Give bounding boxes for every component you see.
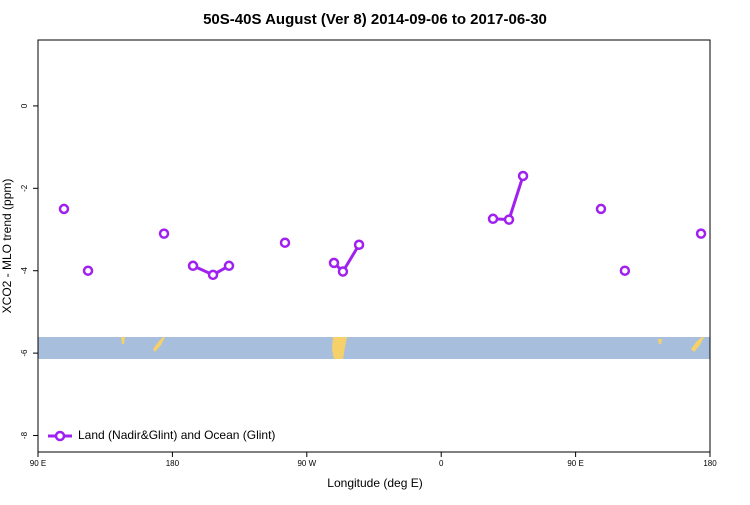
ocean-band bbox=[38, 337, 710, 359]
y-tick-label: -6 bbox=[20, 349, 29, 357]
x-tick-label: 90 W bbox=[297, 459, 316, 468]
y-tick-label: -8 bbox=[20, 431, 29, 439]
y-axis-label: XCO2 - MLO trend (ppm) bbox=[0, 179, 14, 314]
y-tick-label: -2 bbox=[20, 184, 29, 192]
data-point bbox=[353, 239, 365, 251]
data-point bbox=[158, 228, 170, 239]
x-axis-label: Longitude (deg E) bbox=[327, 476, 422, 490]
data-point bbox=[337, 266, 349, 277]
plot-frame bbox=[37, 39, 711, 453]
data-point bbox=[517, 170, 529, 182]
data-point bbox=[595, 203, 607, 215]
y-tick-label: -4 bbox=[20, 267, 29, 275]
data-point bbox=[695, 228, 707, 239]
data-point bbox=[223, 260, 235, 272]
x-tick-label: 90 E bbox=[30, 459, 46, 468]
map-band bbox=[38, 337, 710, 359]
x-tick-label: 180 bbox=[166, 459, 180, 468]
chart-title: 50S-40S August (Ver 8) 2014-09-06 to 201… bbox=[203, 11, 547, 28]
data-point bbox=[279, 237, 291, 248]
x-tick-label: 90 E bbox=[567, 459, 583, 468]
data-point bbox=[58, 203, 70, 215]
data-point bbox=[487, 213, 499, 225]
data-point bbox=[328, 257, 340, 269]
x-tick-label: 180 bbox=[703, 459, 717, 468]
data-point bbox=[503, 214, 515, 225]
data-point bbox=[82, 265, 94, 276]
x-tick-label: 0 bbox=[439, 459, 444, 468]
legend-label: Land (Nadir&Glint) and Ocean (Glint) bbox=[78, 428, 275, 442]
data-point bbox=[619, 265, 631, 276]
data-point bbox=[187, 260, 199, 272]
y-tick-label: 0 bbox=[20, 103, 29, 108]
data-point bbox=[207, 269, 219, 281]
legend-marker bbox=[54, 430, 66, 442]
